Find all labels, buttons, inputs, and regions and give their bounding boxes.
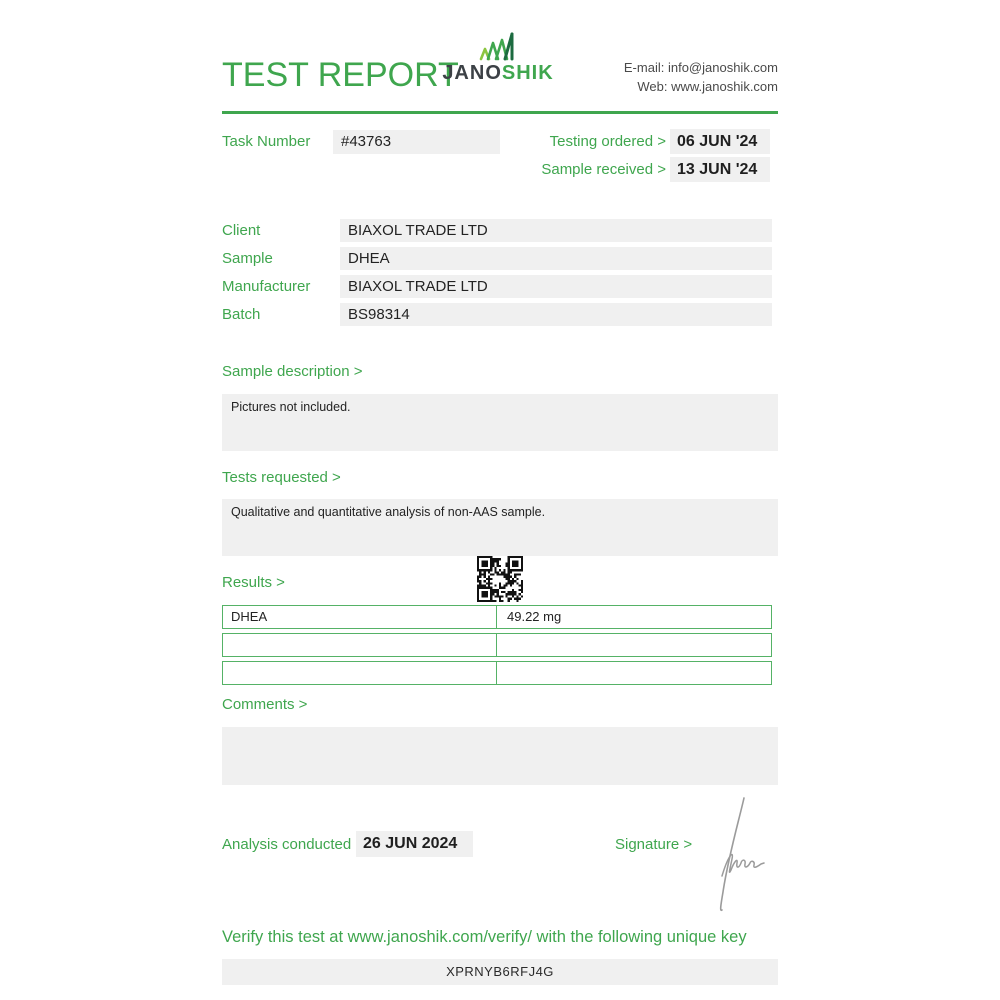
- result-value-cell: 49.22 mg: [507, 609, 562, 624]
- batch-label: Batch: [222, 306, 261, 323]
- tests-requested-text: Qualitative and quantitative analysis of…: [231, 505, 546, 519]
- signature-label: Signature >: [615, 836, 693, 853]
- client-value-box: BIAXOL TRADE LTD: [340, 219, 772, 242]
- web-label: Web:: [637, 79, 668, 94]
- batch-value: BS98314: [348, 306, 410, 323]
- result-value-cell: [497, 662, 771, 684]
- logo: JANOSHIK: [438, 31, 558, 85]
- table-row: [222, 633, 772, 657]
- email-label: E-mail:: [623, 60, 665, 75]
- sample-received-value: 13 JUN '24: [677, 161, 758, 178]
- web-value: www.janoshik.com: [671, 79, 778, 94]
- testing-ordered-box: 06 JUN '24: [670, 129, 770, 154]
- web-line: Web: www.janoshik.com: [624, 77, 778, 96]
- sample-received-box: 13 JUN '24: [670, 157, 770, 182]
- result-name-cell: DHEA: [223, 606, 497, 628]
- sample-description-box: Pictures not included.: [222, 394, 778, 451]
- analysis-date-value: 26 JUN 2024: [363, 835, 458, 852]
- comments-box: [222, 727, 778, 785]
- sample-label: Sample: [222, 250, 273, 267]
- analysis-conducted-label: Analysis conducted >: [222, 836, 365, 853]
- sample-value: DHEA: [348, 250, 390, 267]
- task-number-label: Task Number: [222, 133, 311, 150]
- results-heading: Results >: [222, 574, 285, 591]
- manufacturer-value-box: BIAXOL TRADE LTD: [340, 275, 772, 298]
- header-divider: [222, 111, 778, 114]
- unique-key-value: XPRNYB6RFJ4G: [446, 964, 554, 979]
- result-name-cell: [223, 662, 497, 684]
- tests-requested-box: Qualitative and quantitative analysis of…: [222, 499, 778, 556]
- logo-text-shik: SHIK: [501, 62, 554, 84]
- sample-description-text: Pictures not included.: [231, 400, 351, 414]
- sample-received-label: Sample received >: [541, 161, 666, 178]
- sample-description-heading: Sample description >: [222, 363, 363, 380]
- task-number-value: #43763: [341, 133, 392, 150]
- analysis-date-box: 26 JUN 2024: [356, 831, 473, 857]
- manufacturer-value: BIAXOL TRADE LTD: [348, 278, 488, 295]
- email-line: E-mail: info@janoshik.com: [624, 58, 778, 77]
- contact-info: E-mail: info@janoshik.com Web: www.janos…: [624, 58, 778, 96]
- email-value: info@janoshik.com: [667, 60, 778, 75]
- table-row: DHEA 49.22 mg: [222, 605, 772, 629]
- unique-key-box: XPRNYB6RFJ4G: [222, 959, 778, 985]
- task-number-box: #43763: [333, 130, 500, 154]
- testing-ordered-label: Testing ordered >: [549, 133, 666, 150]
- table-row: [222, 661, 772, 685]
- comments-heading: Comments >: [222, 696, 308, 713]
- result-name-cell: [223, 634, 497, 656]
- batch-value-box: BS98314: [340, 303, 772, 326]
- result-value-cell: [497, 634, 771, 656]
- signature-image: [719, 797, 765, 912]
- manufacturer-label: Manufacturer: [222, 278, 311, 295]
- logo-text: JANOSHIK: [438, 62, 558, 85]
- sample-value-box: DHEA: [340, 247, 772, 270]
- verify-text: Verify this test at www.janoshik.com/ver…: [222, 928, 747, 946]
- logo-text-jano: JANO: [442, 62, 502, 84]
- client-label: Client: [222, 222, 261, 239]
- client-value: BIAXOL TRADE LTD: [348, 222, 488, 239]
- results-table: DHEA 49.22 mg: [222, 605, 772, 689]
- tests-requested-heading: Tests requested >: [222, 469, 341, 486]
- page-title: TEST REPORT: [222, 56, 459, 94]
- logo-chart-icon: [479, 32, 514, 61]
- testing-ordered-value: 06 JUN '24: [677, 133, 758, 150]
- qr-code: [477, 556, 523, 602]
